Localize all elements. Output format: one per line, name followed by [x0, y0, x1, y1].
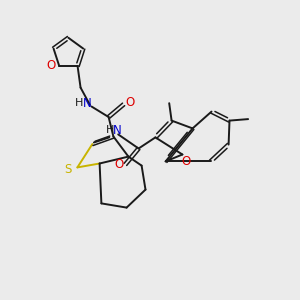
Text: S: S	[65, 163, 72, 176]
Text: O: O	[125, 96, 134, 110]
Text: H: H	[106, 124, 114, 135]
Text: O: O	[46, 59, 56, 72]
Text: O: O	[182, 154, 190, 168]
Text: N: N	[112, 124, 122, 137]
Text: H: H	[75, 98, 84, 109]
Text: O: O	[114, 158, 123, 172]
Text: N: N	[83, 97, 92, 110]
